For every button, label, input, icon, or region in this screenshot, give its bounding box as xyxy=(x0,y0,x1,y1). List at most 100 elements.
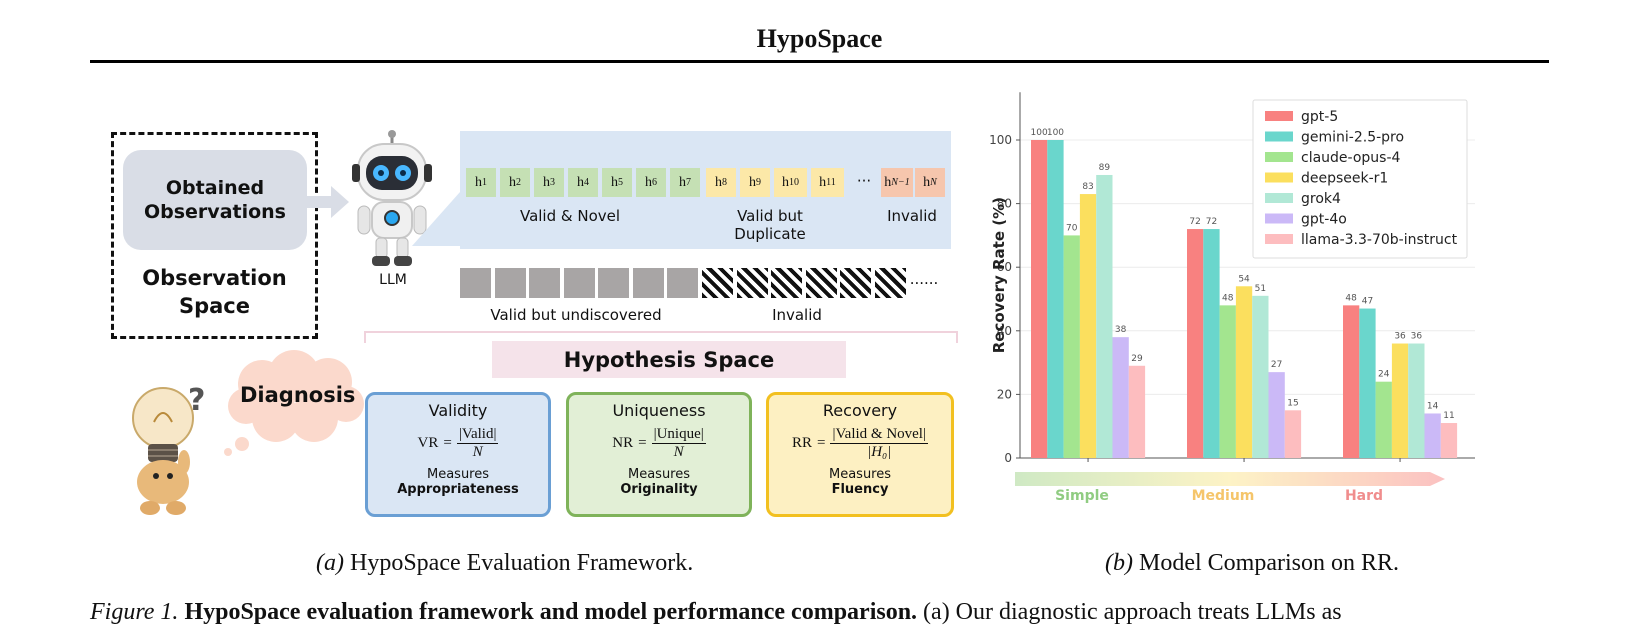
bar-gemini-2.5-pro xyxy=(1203,229,1220,458)
bar-llama-3.3-70b-instruct xyxy=(1128,365,1146,458)
invalid-square xyxy=(702,268,733,298)
figure-caption-title: HypoSpace evaluation framework and model… xyxy=(184,599,918,625)
bar-value-label: 38 xyxy=(1115,325,1127,335)
legend-swatch xyxy=(1265,152,1293,162)
legend-entry: gemini-2.5-pro xyxy=(1301,130,1404,146)
obtained-observations-label: Obtained Observations xyxy=(143,177,286,223)
llm-label: LLM xyxy=(379,272,407,288)
x-category-label: Medium xyxy=(1192,488,1255,504)
obtained-observations-box: Obtained Observations xyxy=(123,150,307,250)
undiscovered-square xyxy=(632,268,664,298)
bar-value-label: 36 xyxy=(1394,332,1406,342)
legend-swatch xyxy=(1265,172,1293,183)
y-tick-label: 20 xyxy=(997,387,1012,401)
bar-value-label: 83 xyxy=(1082,182,1093,192)
metric-card-recovery: Recovery RR = |Valid & Novel| |H₀| Measures Fl… xyxy=(766,392,954,517)
valid-duplicate-label: Valid but Duplicate xyxy=(734,207,806,243)
bar-value-label: 72 xyxy=(1189,217,1200,227)
figure-caption: Figure 1. HypoSpace evaluation framework… xyxy=(90,599,1560,626)
invalid-square xyxy=(736,268,768,298)
bar-value-label: 48 xyxy=(1345,293,1357,303)
undiscovered-square xyxy=(667,268,698,298)
square-ellipsis: ...... xyxy=(909,270,939,288)
observation-space-box xyxy=(111,132,318,339)
bar-llama-3.3-70b-instruct xyxy=(1440,423,1458,458)
bar-grok4 xyxy=(1408,343,1425,458)
metric-formula: RR = |Valid & Novel| |H₀| xyxy=(792,426,928,460)
metric-formula: VR = |Valid| N xyxy=(417,426,499,460)
hypothesis-token: h N−1 xyxy=(881,168,913,197)
x-category-label: Hard xyxy=(1345,488,1383,504)
bar-value-label: 70 xyxy=(1066,223,1078,233)
invalid-square xyxy=(874,268,906,298)
bar-value-label: 54 xyxy=(1238,274,1250,284)
legend-swatch xyxy=(1265,193,1293,203)
legend-swatch xyxy=(1265,213,1293,224)
bar-gpt-4o xyxy=(1268,372,1285,458)
invalid-square xyxy=(771,268,802,298)
bar-value-label: 14 xyxy=(1427,401,1439,411)
figure-caption-text: (a) Our diagnostic approach treats LLMs … xyxy=(923,599,1342,625)
bar-value-label: 51 xyxy=(1255,284,1266,294)
metric-title: Uniqueness xyxy=(612,401,706,420)
figure-caption-label: Figure 1. xyxy=(90,599,179,625)
y-tick-label: 60 xyxy=(997,260,1012,274)
bar-value-label: 100 xyxy=(1047,128,1064,138)
bar-gpt-4o xyxy=(1112,337,1129,458)
bar-value-label: 100 xyxy=(1031,128,1048,138)
bar-value-label: 27 xyxy=(1271,360,1282,370)
undiscovered-square xyxy=(598,268,629,298)
bar-claude-opus-4 xyxy=(1063,235,1080,458)
metric-card-uniqueness: Uniqueness NR = |Unique| N Measures Originalit… xyxy=(566,392,752,517)
legend-entry: deepseek-r1 xyxy=(1301,171,1388,187)
bar-gemini-2.5-pro xyxy=(1359,308,1376,458)
legend xyxy=(1252,99,1468,259)
legend-entry: gpt-4o xyxy=(1301,212,1347,228)
undiscovered-square xyxy=(494,268,526,298)
caption-b: (b) Model Comparison on RR. xyxy=(1105,550,1399,577)
robot-icon xyxy=(352,130,432,266)
caption-a-label: (a) xyxy=(316,550,344,576)
y-tick-label: 0 xyxy=(1004,451,1012,465)
caption-b-text: Model Comparison on RR. xyxy=(1138,550,1399,576)
metric-quality: Appropriateness xyxy=(397,482,519,497)
bar-gpt-4o xyxy=(1424,413,1441,458)
svg-text:?: ? xyxy=(188,383,205,418)
observation-space-label: Observation Space xyxy=(142,266,287,318)
diagnosis-label: Diagnosis xyxy=(240,383,356,407)
bar-value-label: 48 xyxy=(1222,293,1234,303)
caption-b-label: (b) xyxy=(1105,550,1133,576)
legend-entry: gpt-5 xyxy=(1301,109,1338,125)
page-title: HypoSpace xyxy=(756,24,883,53)
lightbulb-character-icon: ? xyxy=(132,383,205,515)
hypothesis-token: h 10 xyxy=(774,168,807,197)
bar-value-label: 89 xyxy=(1099,163,1111,173)
bar-value-label: 36 xyxy=(1411,332,1423,342)
invalid-space-label: Invalid xyxy=(772,306,822,324)
metric-formula: NR = |Unique| N xyxy=(612,426,706,460)
invalid-square xyxy=(805,268,837,298)
legend-swatch xyxy=(1265,234,1293,244)
caption-a-text: HypoSpace Evaluation Framework. xyxy=(349,550,694,576)
undiscovered-square xyxy=(529,268,560,298)
hypothesis-space-bracket xyxy=(364,331,958,343)
y-tick-label: 40 xyxy=(997,324,1012,338)
metric-quality: Originality xyxy=(620,482,698,497)
metric-measures: Measures xyxy=(828,467,892,482)
bar-gpt-5 xyxy=(1343,305,1360,458)
hypothesis-space-title: Hypothesis Space xyxy=(492,341,846,378)
metric-measures: Measures xyxy=(627,467,691,482)
header-divider xyxy=(90,60,1549,63)
bar-gemini-2.5-pro xyxy=(1047,140,1064,458)
y-axis-label: Recovery Rate (%) xyxy=(990,197,1008,353)
speech-pointer xyxy=(412,192,460,246)
